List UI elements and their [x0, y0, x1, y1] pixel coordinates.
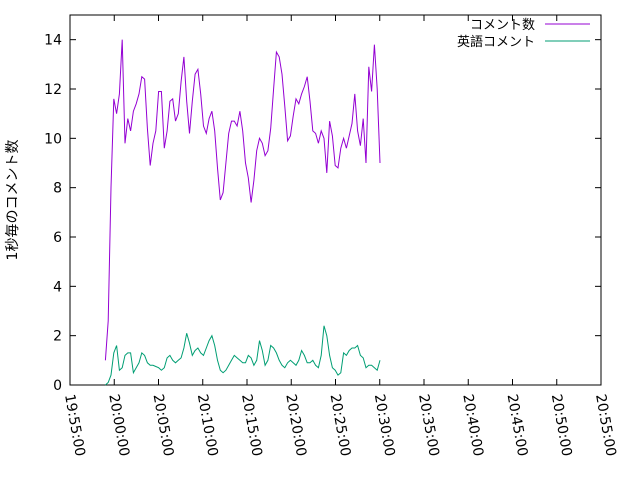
x-tick-label: 20:30:00 — [371, 393, 398, 458]
x-tick-label: 20:10:00 — [194, 393, 221, 458]
y-tick-label: 12 — [44, 82, 62, 98]
y-axis-label: 1秒毎のコメント数 — [5, 140, 21, 261]
legend-label: 英語コメント — [457, 34, 535, 50]
series-layer — [104, 39, 381, 386]
y-axis-ticks: 0 2 4 6 8 10 12 14 — [44, 33, 601, 394]
y-tick-label: 2 — [53, 329, 62, 345]
x-tick-label: 20:35:00 — [415, 393, 442, 458]
y-tick-label: 6 — [53, 230, 62, 246]
x-tick-label: 20:25:00 — [327, 393, 354, 458]
x-tick-label: 20:55:00 — [592, 393, 619, 458]
y-tick-label: 4 — [53, 279, 62, 295]
series-line-1 — [104, 39, 381, 361]
x-tick-label: 20:50:00 — [548, 393, 575, 458]
x-tick-label: 20:40:00 — [459, 393, 486, 458]
legend-label: コメント数 — [470, 18, 535, 33]
x-tick-label: 20:45:00 — [504, 393, 531, 458]
y-tick-label: 10 — [44, 131, 62, 147]
x-tick-label: 19:55:00 — [61, 393, 88, 458]
x-tick-label: 20:05:00 — [150, 393, 177, 458]
y-tick-label: 14 — [44, 33, 62, 49]
x-tick-label: 20:20:00 — [282, 393, 309, 458]
x-tick-label: 20:00:00 — [105, 393, 132, 458]
plot-border — [69, 14, 602, 386]
x-tick-label: 20:15:00 — [238, 393, 265, 458]
y-tick-label: 8 — [53, 181, 62, 197]
series-line-2 — [105, 325, 381, 386]
y-tick-label: 0 — [53, 378, 62, 394]
plot-frame — [69, 14, 602, 386]
